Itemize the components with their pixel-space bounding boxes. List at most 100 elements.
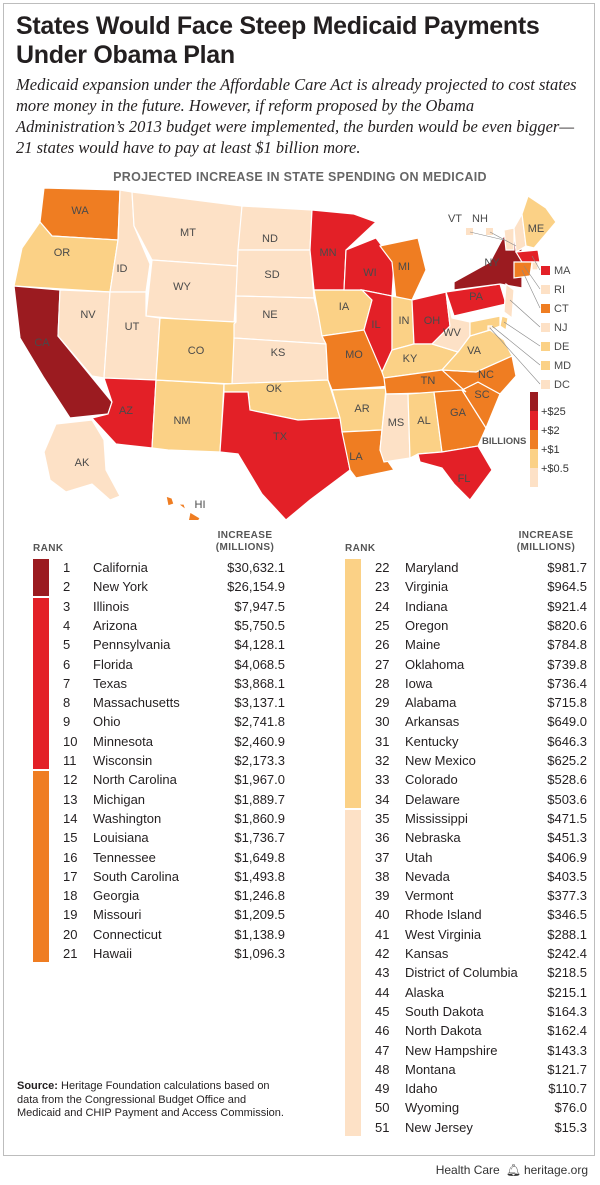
value-cell: $471.5 (547, 810, 587, 826)
map-label-ma: MA (554, 265, 571, 277)
callout-line-md (491, 325, 541, 366)
value-cell: $164.3 (547, 1003, 587, 1019)
map-label-ar: AR (354, 403, 369, 415)
state-cell: Texas (93, 675, 127, 691)
rank-cell: 30 (375, 714, 390, 730)
footer: Health Care 🔔︎ heritage.org (0, 1156, 600, 1185)
map-label-ks: KS (271, 347, 286, 359)
state-cell: Massachusetts (93, 695, 180, 711)
map-label-ga: GA (450, 407, 467, 419)
state-cell: Arkansas (405, 714, 460, 730)
value-cell: $451.3 (547, 830, 587, 846)
state-cell: Iowa (405, 675, 433, 691)
increase-header-line1: INCREASE (217, 530, 273, 541)
rank-cell: 13 (63, 791, 78, 807)
state-ks (231, 337, 329, 385)
map-label-il: IL (371, 319, 380, 331)
value-cell: $215.1 (547, 984, 587, 1000)
rank-cell: 36 (375, 830, 390, 846)
value-cell: $1,736.7 (234, 830, 285, 846)
rank-cell: 9 (63, 714, 71, 730)
map-label-nh: NH (472, 213, 488, 225)
value-cell: $820.6 (547, 617, 587, 633)
state-vt (503, 227, 515, 251)
rank-cell: 15 (63, 830, 78, 846)
table-row: 22 Maryland $981.7 (375, 558, 587, 577)
legend-title: BILLIONS (482, 436, 526, 447)
map-label-ne: NE (262, 309, 277, 321)
rank-cell: 29 (375, 695, 390, 711)
table-row: 4 Arizona $5,750.5 (63, 616, 285, 635)
state-cell: Kansas (405, 946, 449, 961)
rank-cell: 34 (375, 791, 390, 807)
rank-cell: 42 (375, 946, 390, 961)
state-cell: Delaware (405, 791, 460, 807)
table-row: 39 Vermont $377.3 (375, 886, 587, 905)
state-md (469, 315, 501, 337)
rank-cell: 32 (375, 753, 390, 768)
table-row: 14 Washington $1,860.9 (63, 809, 285, 828)
value-cell: $143.3 (547, 1042, 587, 1058)
state-cell: Vermont (405, 888, 454, 904)
table-row: 34 Delaware $503.6 (375, 790, 587, 809)
state-cell: Florida (93, 656, 133, 672)
table-row: 25 Oregon $820.6 (375, 616, 587, 635)
table-row: 19 Missouri $1,209.5 (63, 905, 285, 924)
rank-cell: 12 (63, 772, 78, 788)
rank-cell: 23 (375, 579, 390, 595)
rank-cell: 43 (375, 965, 390, 981)
rank-cell: 10 (63, 733, 78, 749)
state-ga (433, 389, 487, 453)
rank-cell: 25 (375, 617, 390, 633)
map-label-me: ME (528, 223, 545, 235)
state-cell: South Dakota (405, 1003, 484, 1019)
map-label-ia: IA (339, 301, 350, 313)
rank-cell: 18 (63, 888, 78, 904)
footer-category: Health Care (435, 1163, 500, 1177)
state-cell: Idaho (405, 1081, 438, 1097)
state-cell: West Virginia (405, 926, 482, 942)
state-hi (165, 495, 201, 520)
rank-cell: 3 (63, 598, 71, 614)
callout-line-vt (469, 231, 505, 241)
state-ri (531, 261, 539, 271)
chart-subtitle: Medicaid expansion under the Affordable … (16, 75, 577, 157)
state-cell: Minnesota (93, 733, 153, 749)
table-row: 46 North Dakota $162.4 (375, 1021, 587, 1040)
value-cell: $346.5 (547, 907, 587, 923)
callout-line-ma (531, 255, 541, 271)
state-cell: Mississippi (405, 810, 468, 826)
value-cell: $503.6 (547, 791, 587, 807)
value-cell: $218.5 (547, 965, 587, 981)
state-wy (145, 259, 239, 325)
table-row: 51 New Jersey $15.3 (375, 1118, 587, 1137)
table-row: 7 Texas $3,868.1 (63, 674, 285, 693)
state-cell: Nebraska (405, 830, 461, 846)
table-row: 40 Rhode Island $346.5 (375, 905, 587, 924)
rank-cell: 19 (63, 907, 78, 923)
callout-swatch-ma (541, 266, 550, 275)
rank-cell: 7 (63, 675, 71, 691)
state-ne (233, 295, 327, 345)
rank-cell: 38 (375, 868, 390, 884)
tier-bar (33, 597, 49, 770)
map-label-wa: WA (71, 205, 89, 217)
table-row: 6 Florida $4,068.5 (63, 655, 285, 674)
value-cell: $15.3 (554, 1119, 587, 1135)
value-cell: $1,209.5 (234, 907, 285, 923)
source-note: Source: Heritage Foundation calculations… (17, 1080, 287, 1121)
state-cell: North Carolina (93, 772, 177, 788)
map-label-md: MD (554, 360, 571, 372)
map-label-ca: CA (34, 337, 50, 349)
map-label-sd: SD (264, 269, 279, 281)
state-cell: Indiana (405, 598, 448, 614)
rank-cell: 8 (63, 695, 71, 711)
table-row: 11 Wisconsin $2,173.3 (63, 751, 285, 770)
callout-line-ri (523, 265, 541, 290)
map-label-sc: SC (474, 389, 489, 401)
state-cell: Tennessee (93, 849, 156, 865)
value-cell: $288.1 (547, 926, 587, 942)
footer-site[interactable]: heritage.org (523, 1163, 588, 1177)
map-title: PROJECTED INCREASE IN STATE SPENDING ON … (113, 170, 487, 184)
table-row: 27 Oklahoma $739.8 (375, 655, 587, 674)
